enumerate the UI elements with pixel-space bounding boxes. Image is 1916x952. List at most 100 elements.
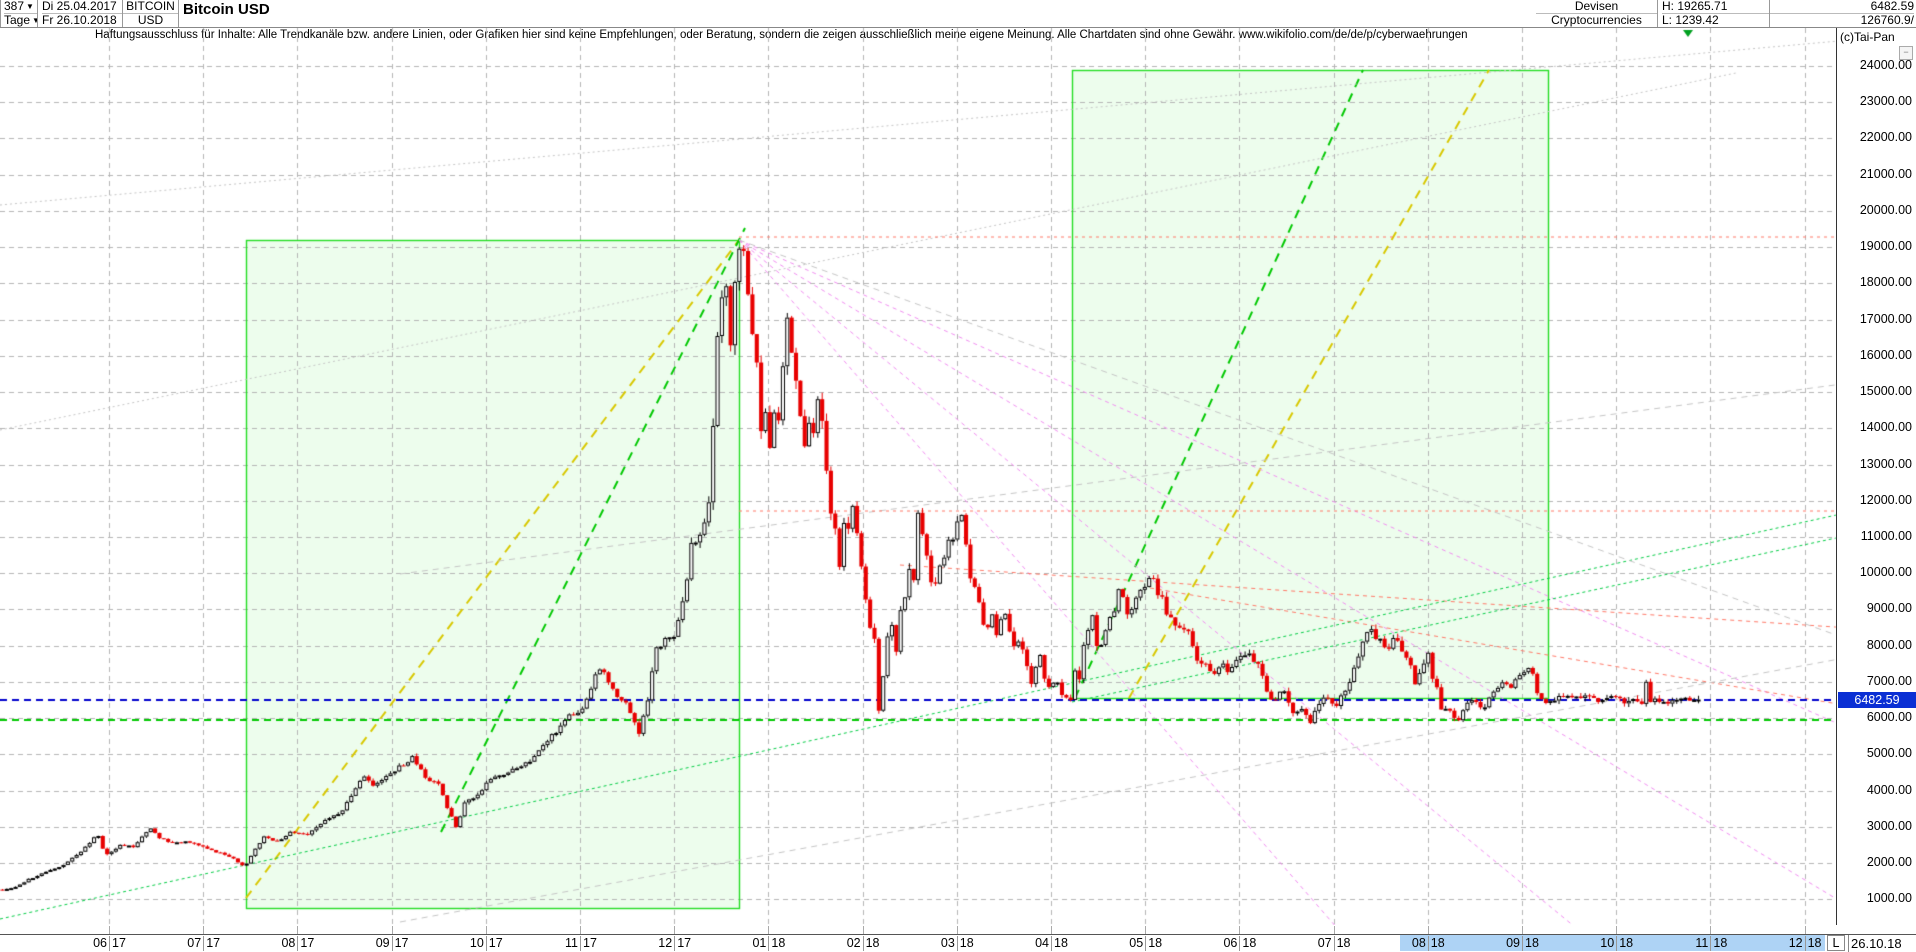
time-tick <box>203 936 205 951</box>
axis-line <box>0 934 1916 935</box>
price-tick-label: 16000.00 <box>1859 347 1912 362</box>
month-label: 07 <box>187 936 202 950</box>
year-label: 18 <box>1054 936 1068 950</box>
price-chart-canvas[interactable] <box>0 28 1916 925</box>
price-tick-label: 14000.00 <box>1859 420 1912 435</box>
time-tick <box>956 926 958 934</box>
price-tick-label: 20000.00 <box>1859 202 1912 217</box>
price-tick-label: 7000.00 <box>1866 673 1912 688</box>
time-tick <box>485 936 487 951</box>
month-label: 04 <box>1035 936 1049 950</box>
year-label: 18 <box>1430 936 1445 950</box>
month-label: 12 <box>1788 936 1803 950</box>
axis-highlight-range <box>1399 935 1825 951</box>
bars-count: 387 <box>4 0 25 13</box>
time-tick <box>768 936 770 951</box>
month-label: 12 <box>658 936 673 950</box>
price-tick-label: 18000.00 <box>1859 275 1912 290</box>
year-label: 18 <box>771 936 786 950</box>
price-tick-label: 15000.00 <box>1859 384 1912 399</box>
month-label: 03 <box>940 936 955 950</box>
price-tick-label: 22000.00 <box>1859 130 1912 145</box>
price-tick-label: 1000.00 <box>1866 891 1912 906</box>
time-tick <box>203 926 205 934</box>
month-label: 11 <box>1695 936 1709 950</box>
year-label: 17 <box>112 936 126 950</box>
date-from: Di 25.04.2017 <box>42 0 122 14</box>
time-tick <box>1804 936 1806 951</box>
price-tick-label: 11000.00 <box>1860 529 1912 544</box>
time-tick <box>1710 936 1712 951</box>
price-tick-label: 12000.00 <box>1859 492 1912 507</box>
time-tick <box>1145 936 1147 951</box>
month-label: 11 <box>565 936 578 950</box>
price-tick-label: 17000.00 <box>1859 311 1912 326</box>
month-label: 01 <box>752 936 767 950</box>
last-price: 6482.59 <box>1770 0 1914 14</box>
time-tick <box>109 936 110 951</box>
price-tick-label: 6000.00 <box>1866 710 1912 725</box>
time-tick <box>297 936 299 951</box>
time-tick <box>1522 926 1523 934</box>
time-tick <box>391 936 393 951</box>
watermark: (c)Tai-Pan <box>1840 30 1895 44</box>
year-label: 18 <box>1336 936 1351 950</box>
date-to: Fr 26.10.2018 <box>42 14 117 27</box>
time-tick <box>862 936 864 951</box>
year-label: 17 <box>488 936 503 950</box>
volume-value: 126760.9/ <box>1860 14 1914 27</box>
month-label: 10 <box>469 936 484 950</box>
time-tick <box>1239 936 1241 951</box>
chart-title: Bitcoin USD <box>183 1 270 18</box>
chevron-down-icon[interactable]: ▼ <box>32 16 37 25</box>
chevron-down-icon[interactable]: ▼ <box>26 2 34 11</box>
year-label: 18 <box>1242 936 1257 950</box>
year-label: 18 <box>1713 936 1728 950</box>
time-tick <box>1051 926 1052 934</box>
price-tick-label: 2000.00 <box>1866 855 1912 870</box>
price-tick-label: 24000.00 <box>1859 58 1912 72</box>
time-tick <box>1239 926 1241 934</box>
bars-count-cell[interactable]: 387 ▼ Tage ▼ <box>0 0 38 27</box>
price-tick-label: 13000.00 <box>1859 456 1912 471</box>
minimize-icon[interactable]: − <box>1899 46 1913 60</box>
time-tick <box>1616 936 1618 951</box>
month-label: 08 <box>1411 936 1426 950</box>
time-tick <box>1804 926 1806 934</box>
time-tick <box>1710 926 1712 934</box>
time-tick <box>768 926 770 934</box>
year-label: 18 <box>1148 936 1163 950</box>
category-market: Devisen <box>1536 0 1657 14</box>
month-label: 06 <box>93 936 107 950</box>
symbol-cell[interactable]: BITCOIN USD <box>123 0 179 27</box>
price-tick-label: 23000.00 <box>1859 94 1912 109</box>
year-label: 18 <box>1525 936 1539 950</box>
category-cell: Devisen Cryptocurrencies <box>1536 0 1658 27</box>
high-value: H: 19265.71 <box>1662 0 1769 14</box>
month-label: 05 <box>1129 936 1144 950</box>
time-tick <box>1051 936 1052 951</box>
price-tick-label: 19000.00 <box>1859 239 1912 254</box>
time-axis[interactable]: 06 17 07 17 08 17 09 17 10 17 11 17 12 17 01 18 02 18 03 18… <box>0 925 1916 952</box>
time-tick <box>297 926 299 934</box>
price-tick-label: 9000.00 <box>1866 601 1912 616</box>
time-tick <box>1333 936 1335 951</box>
year-label: 17 <box>206 936 221 950</box>
price-axis[interactable]: (c)Tai-Pan − 24000.00 23000.00 22000.00 210… <box>1836 28 1916 925</box>
current-price-badge: 6482.59 <box>1838 692 1916 708</box>
last-bar-indicator: L <box>1827 935 1845 951</box>
category-segment: Cryptocurrencies <box>1551 14 1642 27</box>
price-tick-label: 21000.00 <box>1859 166 1912 181</box>
date-range-cell[interactable]: Di 25.04.2017 Fr 26.10.2018 <box>38 0 123 27</box>
price-tick-label: 8000.00 <box>1866 637 1912 652</box>
time-tick <box>674 936 676 951</box>
month-label: 06 <box>1223 936 1238 950</box>
price-tick-label: 4000.00 <box>1866 782 1912 797</box>
month-label: 08 <box>281 936 296 950</box>
last-date-label: 26.10.18 <box>1851 936 1902 951</box>
high-low-cell: H: 19265.71 L: 1239.42 <box>1658 0 1770 27</box>
time-tick <box>1427 936 1429 951</box>
time-tick <box>1427 926 1429 934</box>
time-tick <box>391 926 393 934</box>
